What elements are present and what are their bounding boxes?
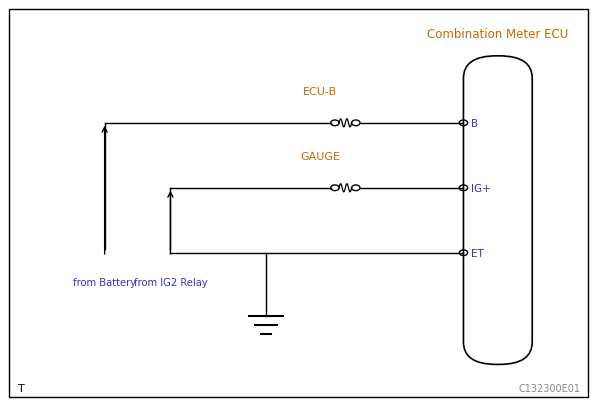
Text: GAUGE: GAUGE [300, 152, 340, 162]
Text: from IG2 Relay: from IG2 Relay [133, 277, 208, 288]
Text: B: B [471, 119, 478, 128]
Text: C132300E01: C132300E01 [518, 383, 580, 393]
Text: Combination Meter ECU: Combination Meter ECU [427, 28, 569, 40]
Text: IG+: IG+ [471, 183, 491, 193]
Text: ET: ET [471, 248, 484, 258]
Text: ECU-B: ECU-B [303, 87, 337, 97]
Text: from Battery: from Battery [73, 277, 136, 288]
Text: T: T [18, 383, 25, 393]
